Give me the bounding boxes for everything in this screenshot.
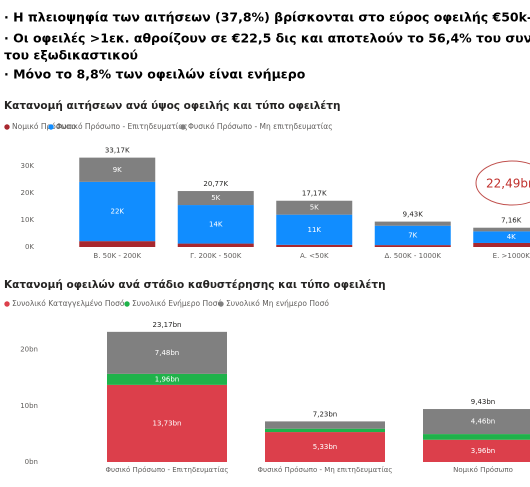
legend-label: Φυσικό Πρόσωπο - Μη επιτηδευματίας [188, 122, 333, 131]
bullet: · Οι οφειλές >1εκ. αθροίζουν σε €22,5 δι… [4, 31, 530, 46]
total-label: 7,16K [501, 217, 522, 225]
segment-label: 14K [209, 220, 223, 228]
total-label: 33,17K [105, 147, 130, 155]
segment-label: 1,96bn [155, 375, 179, 383]
bar-segment [374, 225, 451, 246]
x-tick-label: Α. <50K [300, 252, 329, 260]
segment-label: 22K [111, 208, 125, 216]
bar-segment [473, 231, 530, 243]
total-label: 23,17bn [153, 321, 182, 329]
legend-marker [218, 301, 224, 307]
y-tick-label: 10bn [20, 402, 38, 410]
bar-segment [177, 205, 254, 244]
x-tick-label: Φυσικό Πρόσωπο - Μη επιτηδευματίας [258, 466, 393, 474]
y-tick-label: 0K [25, 243, 34, 251]
segment-label: 7K [408, 231, 417, 239]
bar-segment [265, 428, 385, 433]
segment-label: 5,33bn [313, 443, 337, 451]
bar-segment [265, 432, 385, 462]
legend-marker [4, 124, 10, 130]
chart-title: Κατανομή αιτήσεων ανά ύψος οφειλής και τ… [4, 100, 340, 112]
bar-segment [276, 214, 353, 245]
legend-marker [48, 124, 54, 130]
segment-label: 4,46bn [471, 418, 495, 426]
bar-segment [374, 245, 451, 247]
y-tick-label: 30K [21, 162, 35, 170]
total-label: 17,17K [302, 190, 327, 198]
segment-label: 5K [211, 194, 220, 202]
bullet: · Η πλειοψηφία των αιτήσεων (37,8%) βρίσ… [4, 10, 530, 25]
x-tick-label: Γ. 200K - 500K [190, 252, 242, 260]
bar-segment [473, 242, 530, 247]
bar-segment [374, 221, 451, 226]
segment-label: 11K [308, 226, 322, 234]
segment-label: 5K [310, 204, 319, 212]
bar-segment [107, 384, 227, 462]
x-tick-label: Νομικό Πρόσωπο [453, 466, 513, 474]
y-tick-label: 0bn [25, 458, 38, 466]
segment-label: 9K [113, 166, 122, 174]
bar-segment [107, 373, 227, 385]
x-tick-label: Φυσικό Πρόσωπο - Επιτηδευματίας [106, 466, 229, 474]
x-tick-label: Δ. 500K - 1000K [384, 252, 441, 260]
y-tick-label: 10K [21, 216, 35, 224]
segment-label: 4K [507, 233, 516, 241]
bar-segment [423, 409, 530, 435]
bar-segment [79, 241, 156, 247]
bar-segment [79, 181, 156, 242]
y-tick-label: 20K [21, 189, 35, 197]
bar-segment [107, 331, 227, 374]
legend-marker [124, 301, 130, 307]
chart-title: Κατανομή οφειλών ανά στάδιο καθυστέρησης… [4, 279, 386, 291]
bar-segment [276, 244, 353, 247]
x-tick-label: Ε. >1000K [493, 252, 530, 260]
segment-label: 7,48bn [155, 349, 179, 357]
total-label: 20,77K [203, 180, 228, 188]
legend-marker [4, 301, 10, 307]
x-tick-label: Β. 50K - 200K [93, 252, 141, 260]
legend-marker [180, 124, 186, 130]
legend-label: Συνολικό Καταγγελμένο Ποσό [12, 299, 125, 308]
bar-segment [265, 421, 385, 429]
y-tick-label: 20bn [20, 346, 38, 354]
legend-label: Νομικό Πρόσωπο [12, 122, 76, 131]
bar-segment [423, 434, 530, 440]
bar-segment [79, 157, 156, 182]
bar-segment [473, 227, 530, 232]
segment-label: 3,96bn [471, 447, 495, 455]
annotation-circle [475, 160, 530, 206]
annotation: 22,49bn [486, 177, 530, 191]
bar-segment [177, 243, 254, 247]
total-label: 7,23bn [313, 410, 337, 418]
bar-segment [276, 200, 353, 215]
segment-label: 13,73bn [153, 419, 182, 427]
bar-segment [177, 191, 254, 206]
bullet: · Μόνο το 8,8% των οφειλών είναι ενήμερο [4, 67, 306, 82]
bar-segment [423, 439, 530, 462]
total-label: 9,43bn [471, 398, 495, 406]
legend-label: Συνολικό Μη ενήμερο Ποσό [226, 299, 329, 308]
bullet: του εξωδικαστικού [4, 48, 138, 63]
legend-label: Συνολικό Ενήμερο Ποσό [132, 299, 222, 308]
total-label: 9,43K [403, 211, 424, 219]
legend-label: Φυσικό Πρόσωπο - Επιτηδευματίας [56, 122, 188, 131]
